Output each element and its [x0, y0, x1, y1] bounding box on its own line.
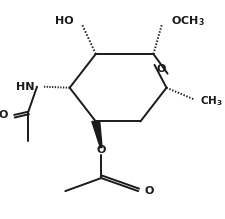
Text: O: O — [96, 145, 106, 155]
Text: $\mathregular{CH_3}$: $\mathregular{CH_3}$ — [199, 94, 222, 108]
Text: HN: HN — [16, 82, 35, 92]
Text: O: O — [156, 64, 165, 74]
Text: O: O — [144, 186, 153, 196]
Polygon shape — [91, 122, 102, 148]
Text: HO: HO — [55, 16, 74, 26]
Text: O: O — [0, 110, 8, 120]
Text: $\mathregular{OCH_3}$: $\mathregular{OCH_3}$ — [170, 14, 204, 28]
